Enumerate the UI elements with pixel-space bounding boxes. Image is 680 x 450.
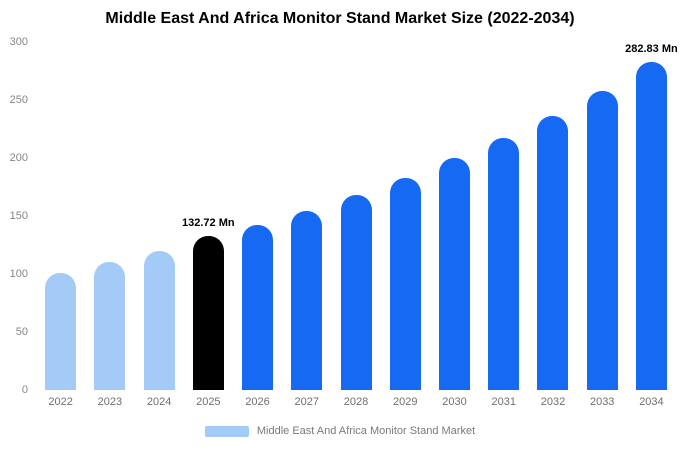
x-tick-label: 2029 xyxy=(393,396,418,408)
bar-slot xyxy=(381,42,430,390)
bar-slot: 132.72 Mn xyxy=(182,42,235,390)
x-axis: 2022 2023 2024 2025 2026 2027 2028 2029 2030 2031… xyxy=(36,396,676,408)
bar-slot xyxy=(36,42,85,390)
bar-slot: 282.83 Mn xyxy=(625,42,678,390)
bar-2033 xyxy=(586,90,618,390)
y-tick-label: 100 xyxy=(9,268,28,280)
bar-slot xyxy=(331,42,380,390)
x-tick-label: 2025 xyxy=(196,396,221,408)
x-tick-label: 2034 xyxy=(639,396,664,408)
bar-slot xyxy=(282,42,331,390)
x-tick-label: 2030 xyxy=(442,396,467,408)
x-tick-label: 2031 xyxy=(491,396,516,408)
bar-slot xyxy=(134,42,183,390)
x-tick-label: 2024 xyxy=(146,396,172,408)
bar-2023 xyxy=(94,262,126,390)
bar-2031 xyxy=(488,138,520,390)
x-tick-label: 2022 xyxy=(48,396,73,408)
bar-2034 xyxy=(635,61,667,390)
bar-2026 xyxy=(242,225,274,390)
bar-slot xyxy=(578,42,627,390)
legend: Middle East And Africa Monitor Stand Mar… xyxy=(0,425,680,437)
data-label: 132.72 Mn xyxy=(182,217,235,230)
bar-2028 xyxy=(340,195,372,390)
x-tick-label: 2032 xyxy=(540,396,566,408)
bar-slot xyxy=(233,42,282,390)
chart-title: Middle East And Africa Monitor Stand Mar… xyxy=(105,10,575,27)
bar-2022 xyxy=(45,272,77,390)
x-tick-label: 2028 xyxy=(343,396,369,408)
bar-2025 xyxy=(192,236,224,390)
x-tick-label: 2026 xyxy=(245,396,270,408)
bar-2030 xyxy=(438,158,470,390)
bar-2032 xyxy=(537,116,569,390)
y-tick-label: 250 xyxy=(9,94,28,106)
y-tick-label: 300 xyxy=(9,36,28,48)
x-tick-label: 2033 xyxy=(589,396,615,408)
bar-slot xyxy=(85,42,134,390)
y-tick-label: 0 xyxy=(21,384,28,396)
y-tick-label: 150 xyxy=(9,210,28,222)
bar-2024 xyxy=(143,250,175,390)
bar-slot xyxy=(528,42,577,390)
bars-row: 132.72 Mn 282.83 Mn xyxy=(36,42,678,390)
y-tick-label: 200 xyxy=(9,152,28,164)
x-tick-label: 2027 xyxy=(294,396,320,408)
legend-swatch xyxy=(204,425,249,437)
y-tick-label: 50 xyxy=(15,326,28,338)
legend-label: Middle East And Africa Monitor Stand Mar… xyxy=(256,425,476,437)
bar-slot xyxy=(430,42,479,390)
plot-area: 0 50 100 150 200 250 300 132.72 Mn 282.83 Mn xyxy=(10,36,678,396)
bar-slot xyxy=(479,42,528,390)
bar-2029 xyxy=(389,177,421,390)
x-tick-label: 2023 xyxy=(97,396,123,408)
data-label: 282.83 Mn xyxy=(625,42,678,55)
y-axis: 0 50 100 150 200 250 300 xyxy=(0,36,30,396)
bar-2027 xyxy=(291,211,323,390)
